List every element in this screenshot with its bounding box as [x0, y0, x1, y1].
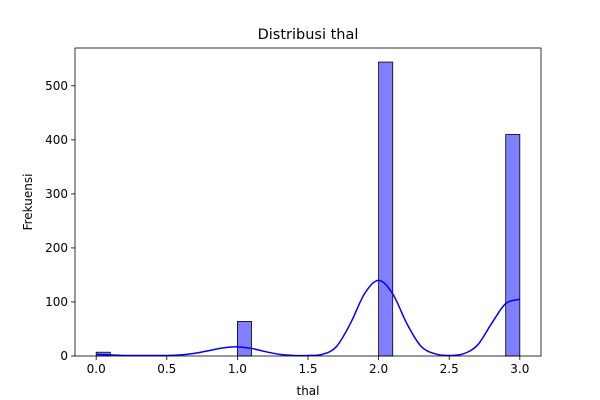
y-axis: 0 100 200 300 400 500 — [45, 79, 75, 363]
x-axis-label: thal — [297, 384, 320, 398]
x-axis: 0.0 0.5 1.0 1.5 2.0 2.5 3.0 — [87, 356, 529, 376]
x-tick-label: 1.5 — [298, 362, 317, 376]
y-tick-label: 500 — [45, 79, 68, 93]
histogram-bar — [236, 321, 252, 357]
x-tick-label: 3.0 — [510, 362, 529, 376]
y-tick-label: 100 — [45, 295, 68, 309]
x-tick-label: 2.0 — [369, 362, 388, 376]
y-tick-label: 200 — [45, 241, 68, 255]
histogram-bar — [505, 134, 521, 357]
y-tick-label: 300 — [45, 187, 68, 201]
y-tick-label: 400 — [45, 133, 68, 147]
x-tick-label: 1.0 — [228, 362, 247, 376]
x-tick-label: 0.5 — [157, 362, 176, 376]
y-tick-label: 0 — [60, 349, 68, 363]
x-tick-label: 0.0 — [87, 362, 106, 376]
y-axis-label: Frekuensi — [21, 174, 35, 231]
kde-curve — [96, 279, 521, 357]
chart-title: Distribusi thal — [258, 27, 359, 43]
plot-area — [74, 47, 542, 357]
histogram-bar — [378, 61, 394, 357]
x-tick-label: 2.5 — [440, 362, 459, 376]
